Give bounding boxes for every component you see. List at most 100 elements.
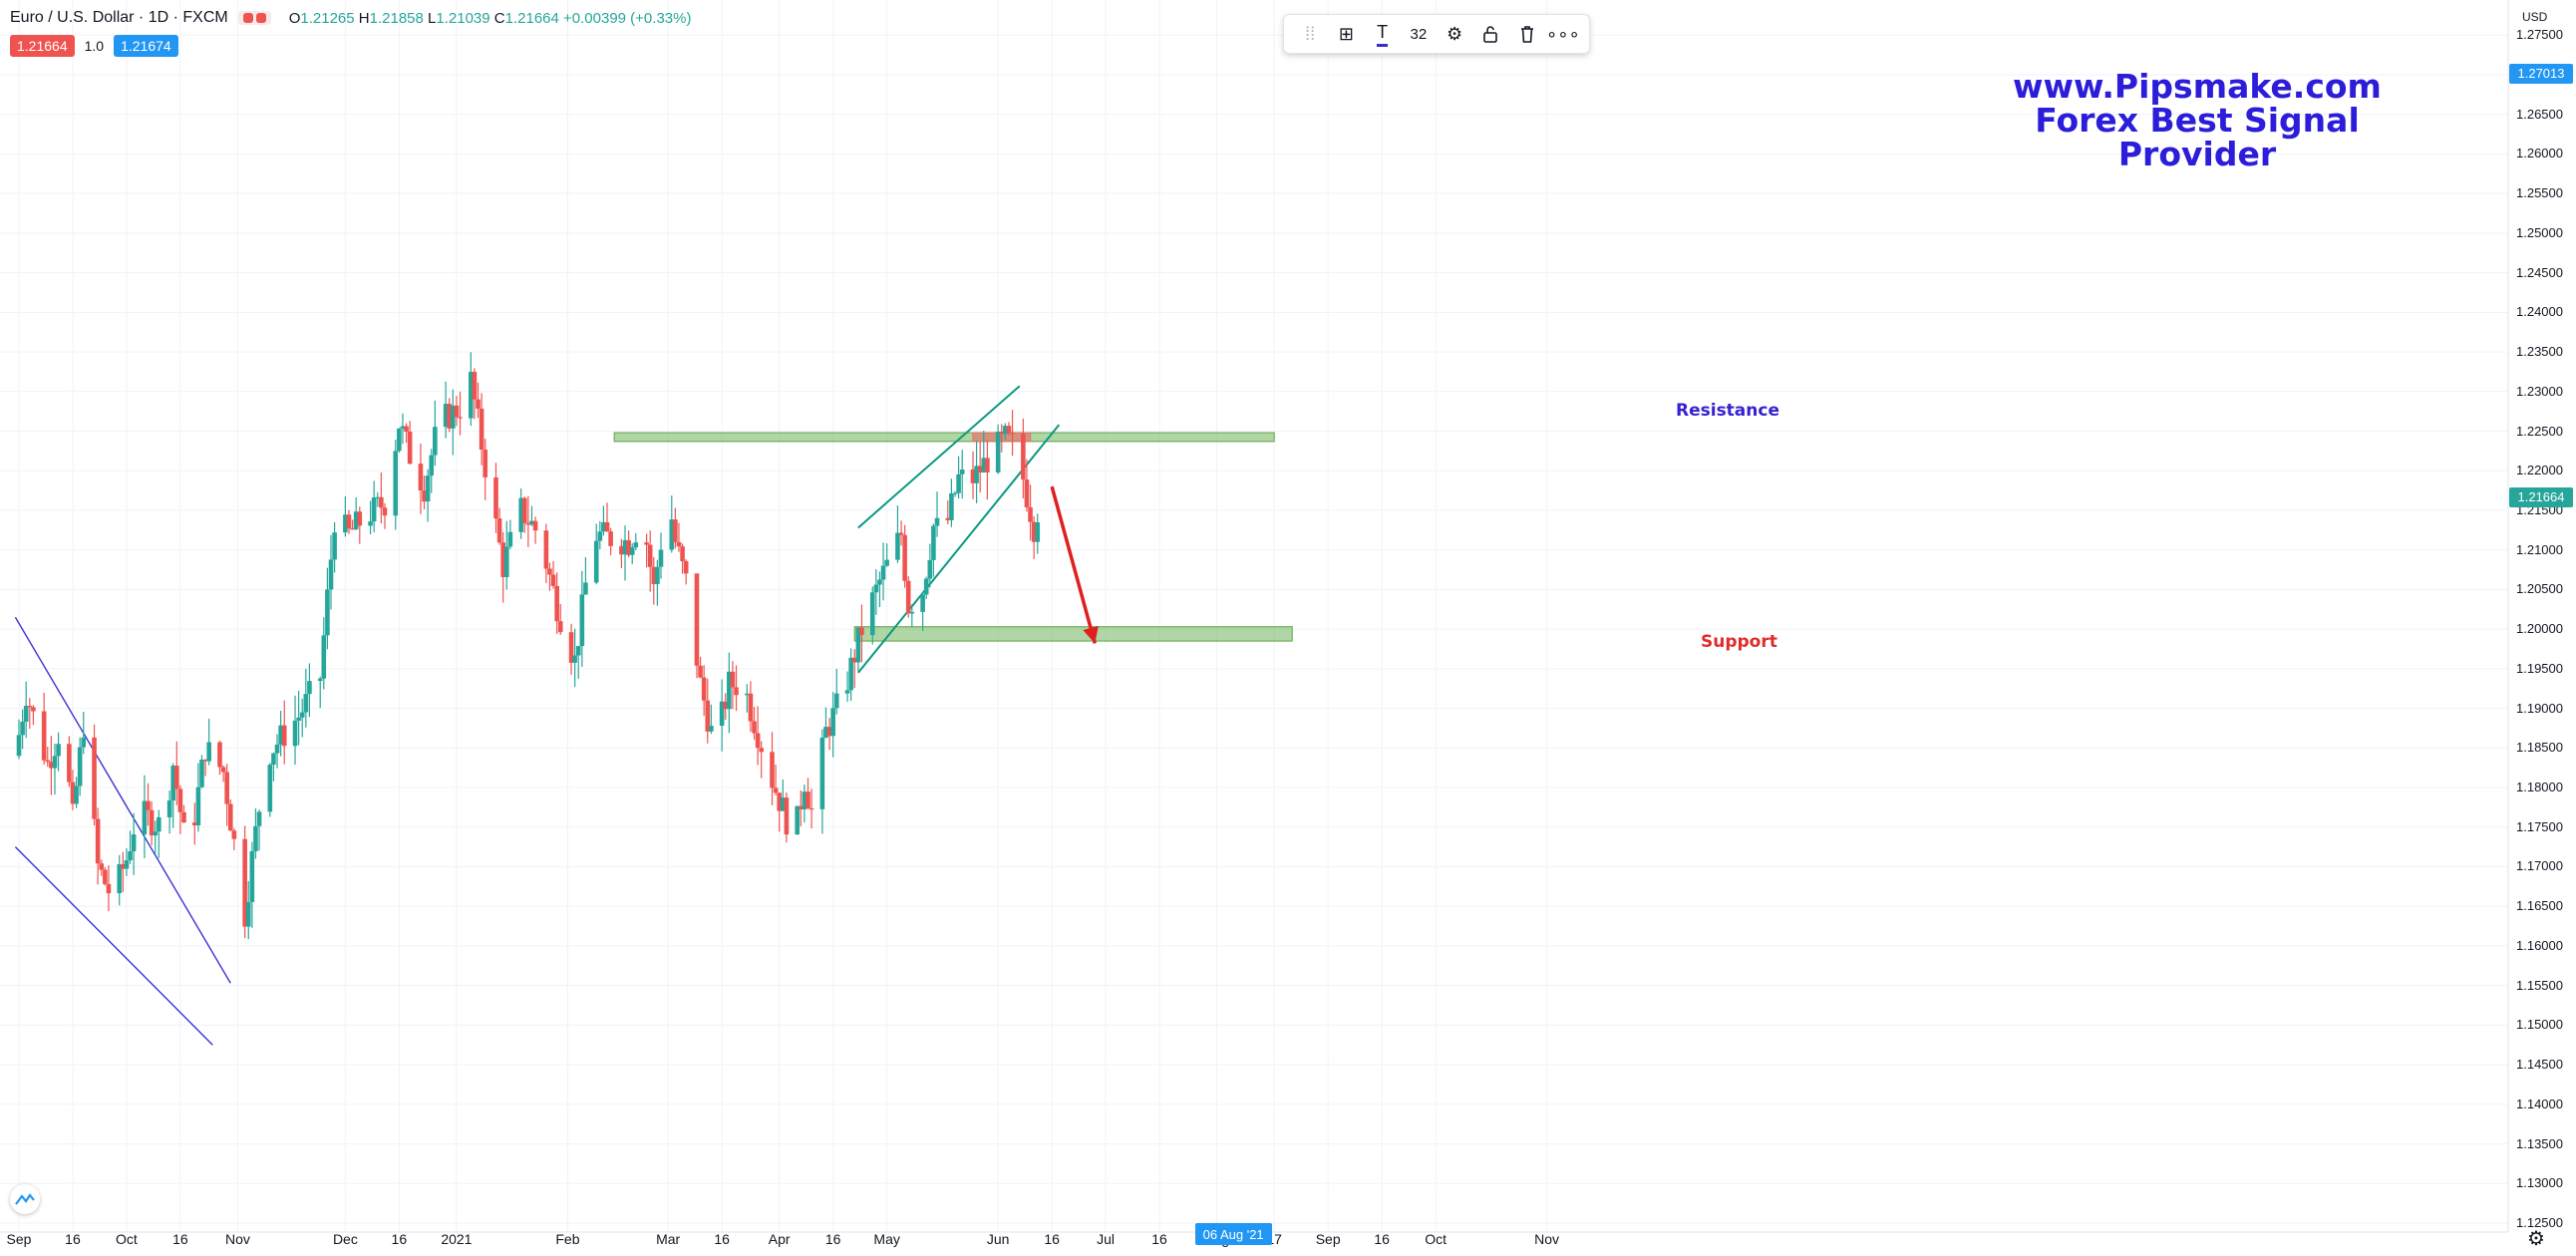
candle xyxy=(727,671,732,710)
text-color-icon[interactable]: T xyxy=(1368,19,1398,49)
candle xyxy=(458,417,463,419)
price-tick-label: 1.16500 xyxy=(2516,898,2563,914)
candle xyxy=(934,517,940,526)
price-tick-label: 1.24500 xyxy=(2516,264,2563,280)
candle xyxy=(543,530,549,569)
price-tick-label: 1.14500 xyxy=(2516,1057,2563,1073)
time-tick-label: Nov xyxy=(1534,1231,1560,1247)
candle xyxy=(146,800,151,810)
candle xyxy=(608,531,613,546)
symbol-title[interactable]: Euro / U.S. Dollar · 1D · FXCM xyxy=(10,9,228,26)
price-tick-label: 1.25500 xyxy=(2516,185,2563,201)
price-tick-label: 1.26500 xyxy=(2516,106,2563,122)
time-tick-label: Apr xyxy=(768,1231,791,1247)
time-tick-label: Dec xyxy=(332,1231,358,1247)
candle xyxy=(529,520,534,525)
candle xyxy=(669,519,675,550)
support-label[interactable]: Support xyxy=(1701,632,1777,652)
candle xyxy=(959,470,965,474)
candle xyxy=(550,574,556,586)
candle xyxy=(23,706,29,723)
buy-price-button[interactable]: 1.21674 xyxy=(114,35,178,57)
visibility-toggle-icon[interactable] xyxy=(237,11,271,25)
candle xyxy=(873,584,879,593)
chart-settings-icon[interactable]: ⚙ xyxy=(2527,1228,2545,1250)
candle xyxy=(805,791,810,808)
candle xyxy=(880,565,886,580)
time-tick-label: May xyxy=(873,1231,900,1247)
candle xyxy=(759,748,765,753)
trend-line xyxy=(857,385,1021,529)
candle xyxy=(199,760,204,787)
candle xyxy=(525,522,531,525)
candle xyxy=(730,671,736,688)
candle xyxy=(117,863,123,894)
time-tick-label: Jul xyxy=(1097,1231,1116,1247)
candle xyxy=(95,818,101,864)
candle xyxy=(332,532,337,560)
candle xyxy=(128,851,133,861)
candle xyxy=(956,473,961,493)
candle xyxy=(166,800,172,817)
candle xyxy=(81,737,87,748)
candle xyxy=(698,665,703,678)
chart-legend: Euro / U.S. Dollar · 1D · FXCM O1.21265 … xyxy=(10,7,691,29)
trend-line xyxy=(14,616,231,984)
crosshair-date-label: 06 Aug '21 xyxy=(1194,1223,1272,1245)
candle xyxy=(303,694,309,713)
candle xyxy=(157,816,161,832)
tradingview-logo-icon[interactable] xyxy=(10,1184,40,1214)
candle xyxy=(848,657,853,691)
candle xyxy=(217,742,222,768)
candle xyxy=(995,432,1001,472)
add-icon[interactable]: ⊞ xyxy=(1338,23,1354,44)
candle xyxy=(296,717,301,721)
candle xyxy=(781,797,786,811)
candle xyxy=(195,786,201,826)
candle xyxy=(974,466,979,483)
candle xyxy=(905,580,911,614)
candle xyxy=(601,521,606,532)
lock-icon[interactable] xyxy=(1475,19,1505,49)
trash-icon[interactable] xyxy=(1512,19,1542,49)
candle xyxy=(575,646,581,656)
candle xyxy=(748,693,754,722)
candle xyxy=(99,863,105,870)
candle xyxy=(56,744,61,757)
candle xyxy=(808,807,814,810)
candle xyxy=(52,756,58,769)
more-icon[interactable]: ∘∘∘ xyxy=(1545,23,1580,44)
candle xyxy=(299,712,305,718)
candle xyxy=(619,545,624,555)
candle xyxy=(121,863,126,869)
candle xyxy=(593,540,599,583)
price-tick-label: 1.22000 xyxy=(2516,463,2563,478)
candle xyxy=(249,850,255,902)
candle xyxy=(407,432,413,465)
price-tick-label: 1.26000 xyxy=(2516,146,2563,161)
settings-icon[interactable]: ⚙ xyxy=(1447,23,1463,44)
time-tick-label: Mar xyxy=(656,1231,681,1247)
sell-price-button[interactable]: 1.21664 xyxy=(10,35,75,57)
candle xyxy=(153,831,159,836)
candle xyxy=(798,805,804,809)
candle xyxy=(422,490,427,502)
font-size-button[interactable]: 32 xyxy=(1410,25,1428,43)
price-tick-label: 1.16000 xyxy=(2516,937,2563,953)
resistance-label[interactable]: Resistance xyxy=(1676,401,1779,421)
candle xyxy=(777,792,783,811)
candle xyxy=(77,747,83,786)
price-axis[interactable]: 1.275001.270001.265001.260001.255001.250… xyxy=(2508,0,2576,1232)
candle xyxy=(855,627,861,663)
time-tick-label: Jun xyxy=(986,1231,1010,1247)
drag-handle-icon[interactable]: ⁞⁞ xyxy=(1305,23,1316,44)
candle xyxy=(705,700,711,732)
candle xyxy=(981,458,987,472)
candle xyxy=(651,566,657,584)
candle xyxy=(325,589,330,636)
support-zone xyxy=(853,626,1293,642)
candle xyxy=(124,860,130,869)
candle xyxy=(447,404,453,429)
candle xyxy=(755,733,761,749)
